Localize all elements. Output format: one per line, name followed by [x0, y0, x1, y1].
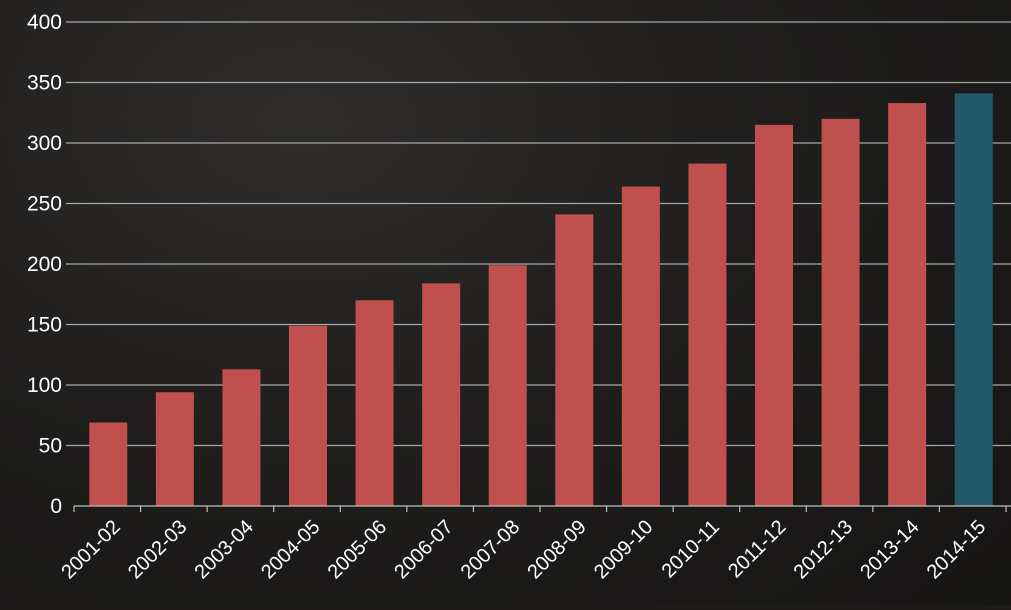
x-tick-label: 2005-06: [324, 516, 391, 583]
x-axis: [73, 505, 1011, 512]
x-tick-label: 2004-05: [257, 516, 324, 583]
y-tick-label: 0: [50, 495, 62, 518]
bar-2001-02: [89, 422, 128, 506]
x-tick-label: 2006-07: [390, 516, 457, 583]
y-tick-label: 200: [27, 253, 62, 276]
x-tick-label: 2013-14: [856, 516, 923, 583]
bar-2003-04: [222, 369, 261, 506]
bar-2008-09: [555, 214, 594, 506]
x-tick-label: 2001-02: [57, 516, 124, 583]
bar-2014-15: [954, 93, 993, 506]
x-tick-label: 2009-10: [590, 516, 657, 583]
gridlines: [66, 21, 1011, 447]
bar-2013-14: [888, 103, 927, 506]
bar-2006-07: [422, 283, 461, 506]
bars: [89, 93, 993, 507]
y-tick-label: 150: [27, 314, 62, 337]
bar-2004-05: [289, 325, 327, 506]
bar-2005-06: [355, 300, 394, 506]
bar-2012-13: [821, 118, 860, 507]
x-axis-tick-labels: 2001-02 2002-03 2003-04 2004-05 2005-06 2006-…: [57, 516, 990, 583]
y-tick-label: 250: [27, 193, 62, 216]
y-tick-label: 50: [39, 435, 62, 458]
bar-2009-10: [621, 186, 660, 506]
bar-2007-08: [488, 265, 527, 506]
x-tick-label: 2008-09: [523, 516, 590, 583]
bar-2002-03: [155, 392, 194, 506]
y-tick-label: 300: [27, 132, 62, 155]
bar-2010-11: [688, 163, 727, 506]
x-tick-label: 2003-04: [191, 516, 258, 583]
y-tick-label: 100: [27, 374, 62, 397]
x-tick-label: 2007-08: [457, 516, 524, 583]
y-axis-tick-labels: 0 50 100 150 200 250 300 350 400: [27, 11, 62, 518]
x-tick-label: 2014-15: [923, 516, 990, 583]
x-tick-label: 2012-13: [790, 516, 857, 583]
x-tick-label: 2011-12: [724, 516, 790, 582]
x-tick-label: 2010-11: [658, 516, 724, 582]
y-tick-label: 400: [27, 11, 62, 34]
y-tick-label: 350: [27, 72, 62, 95]
bar-2011-12: [755, 124, 793, 506]
x-tick-label: 2002-03: [124, 516, 191, 583]
